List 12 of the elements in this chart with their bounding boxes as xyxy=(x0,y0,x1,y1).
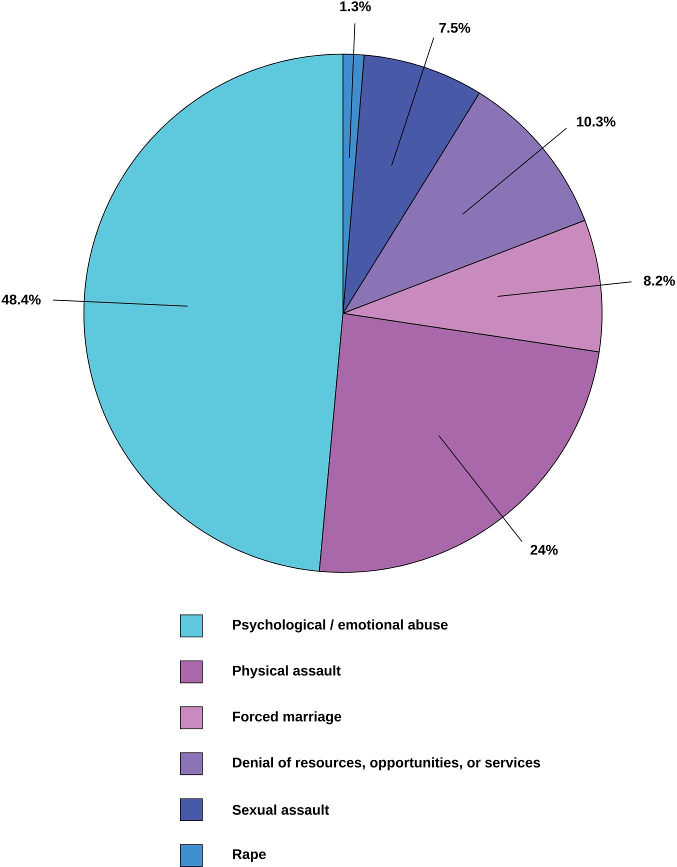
data-label: 24% xyxy=(530,544,558,555)
legend-label: Forced marriage xyxy=(233,711,342,724)
legend-label: Psychological / emotional abuse xyxy=(233,619,448,632)
data-label: 7.5% xyxy=(439,22,470,33)
data-label: 1.3% xyxy=(340,1,371,12)
data-label: 10.3% xyxy=(577,116,616,127)
legend-label: Denial of resources, opportunities, or services xyxy=(233,757,540,770)
data-label: 48.4% xyxy=(2,294,41,305)
legend-label: Sexual assault xyxy=(232,804,330,815)
legend-label: Physical assault xyxy=(233,665,341,678)
data-label: 8.2% xyxy=(644,276,676,286)
legend-label: Rape xyxy=(233,849,266,862)
